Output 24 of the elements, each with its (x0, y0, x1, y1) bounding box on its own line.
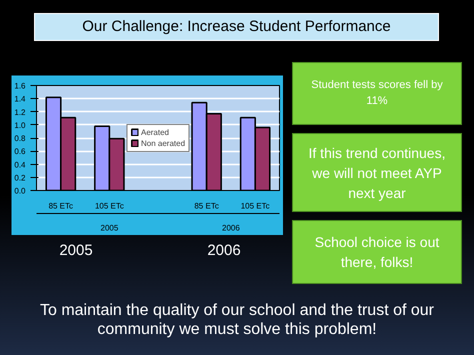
y-tick-label: 1.0 (14, 120, 26, 130)
text: School choice is out there, folks! (314, 233, 440, 272)
text: 2005 (59, 241, 93, 262)
y-tick-label: 1.6 (14, 82, 26, 90)
x-tick-label: 105 ETc (240, 202, 270, 210)
legend-label: Non aerated (140, 138, 186, 148)
text: Student tests scores fell by 11% (310, 78, 444, 108)
x-tick-label: 85 ETc (48, 202, 74, 210)
y-tick-label: 0.4 (14, 160, 26, 170)
y-tick-label: 0.6 (14, 147, 26, 156)
y-tick-label: 0.8 (14, 134, 26, 143)
text: If this trend continues, we will not meet AYP next year (308, 144, 446, 202)
text: To maintain the quality of our school and the trust of our community we must solve this problem! (38, 300, 435, 340)
text: 2006 (207, 241, 241, 262)
y-tick-label: 1.2 (14, 108, 26, 117)
y-tick-label: 0.0 (14, 186, 26, 196)
x-tick-label: 85 ETc (194, 202, 219, 210)
text: 2005 (100, 224, 119, 232)
x-tick-label: 105 ETc (94, 202, 124, 210)
chart-title: Our Challenge: Increase Student Performance (82, 17, 391, 38)
y-tick-label: 1.4 (14, 94, 26, 104)
y-tick-label: 0.2 (14, 173, 26, 182)
legend-label: Aerated (140, 128, 170, 136)
text: 2006 (222, 224, 240, 232)
